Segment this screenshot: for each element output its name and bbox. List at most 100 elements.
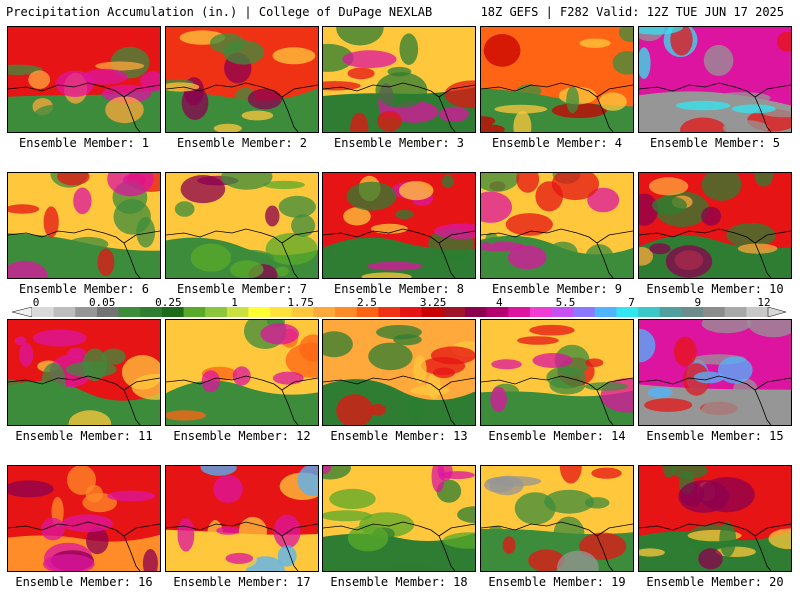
colorbar-swatch	[270, 307, 293, 317]
map-title: Precipitation Accumulation (in.) | Colle…	[6, 5, 433, 19]
colorbar-min-arrow	[11, 307, 33, 317]
colorbar-swatch	[573, 307, 596, 317]
precip-field-map	[323, 27, 475, 132]
ensemble-map-panel	[322, 26, 476, 133]
ensemble-map-panel	[638, 172, 792, 279]
ensemble-member-label: Ensemble Member: 1	[18, 136, 150, 150]
colorbar-swatch	[529, 307, 553, 317]
colorbar-swatch	[313, 307, 336, 317]
ensemble-member-label: Ensemble Member: 7	[176, 282, 308, 296]
ensemble-member-label: Ensemble Member: 12	[173, 429, 311, 443]
precip-field-map	[639, 320, 791, 425]
ensemble-map-panel	[322, 465, 476, 572]
precip-field-map	[166, 173, 318, 278]
colorbar-tick-label: 7	[628, 296, 635, 309]
colorbar-swatch	[594, 307, 617, 317]
colorbar-swatch	[443, 307, 466, 317]
precip-field-map	[639, 173, 791, 278]
colorbar-swatch	[703, 307, 726, 317]
ensemble-member-label: Ensemble Member: 15	[646, 429, 784, 443]
precip-field-map	[481, 320, 633, 425]
colorbar-tick-label: 0.25	[155, 296, 182, 309]
colorbar-swatch	[75, 307, 98, 317]
precip-field-map	[166, 27, 318, 132]
ensemble-map-panel	[638, 26, 792, 133]
ensemble-member-label: Ensemble Member: 4	[491, 136, 623, 150]
precip-field-map	[639, 466, 791, 571]
precip-field-map	[639, 27, 791, 132]
colorbar-swatch	[183, 307, 206, 317]
precip-field-map	[481, 27, 633, 132]
colorbar-tick-label: 9	[694, 296, 702, 309]
ensemble-map-panel	[638, 319, 792, 426]
precip-field-map	[481, 173, 633, 278]
colorbar-swatch	[464, 307, 488, 317]
ensemble-map-panel	[165, 26, 319, 133]
ensemble-map-panel	[480, 172, 634, 279]
ensemble-member-label: Ensemble Member: 5	[649, 136, 781, 150]
colorbar-tick-label: 12	[757, 296, 771, 309]
colorbar-swatch	[32, 307, 55, 317]
ensemble-map-panel	[165, 172, 319, 279]
model-run-info: 18Z GEFS | F282 Valid: 12Z TUE JUN 17 20…	[480, 5, 784, 19]
ensemble-map-panel	[7, 465, 161, 572]
ensemble-map-panel	[638, 465, 792, 572]
ensemble-member-label: Ensemble Member: 17	[173, 575, 311, 589]
colorbar-tick-label: 0.05	[88, 296, 116, 309]
colorbar-swatch	[248, 307, 271, 317]
colorbar	[11, 307, 787, 317]
ensemble-member-label: Ensemble Member: 2	[176, 136, 308, 150]
colorbar-tick-label: 4	[495, 296, 503, 309]
precip-field-map	[8, 320, 160, 425]
ensemble-map-panel	[7, 319, 161, 426]
ensemble-member-label: Ensemble Member: 14	[488, 429, 626, 443]
ensemble-member-label: Ensemble Member: 20	[646, 575, 784, 589]
colorbar-swatch	[659, 307, 682, 317]
precip-field-map	[8, 466, 160, 571]
ensemble-map-panel	[165, 465, 319, 572]
precip-field-map	[323, 320, 475, 425]
colorbar-swatch	[140, 307, 163, 317]
ensemble-member-label: Ensemble Member: 19	[488, 575, 626, 589]
ensemble-map-panel	[7, 26, 161, 133]
colorbar-swatch	[400, 307, 423, 317]
ensemble-member-label: Ensemble Member: 11	[15, 429, 153, 443]
colorbar-swatch	[356, 307, 379, 317]
ensemble-map-panel	[322, 172, 476, 279]
precip-field-map	[323, 466, 475, 571]
ensemble-member-label: Ensemble Member: 18	[330, 575, 468, 589]
colorbar-swatch	[205, 307, 228, 317]
colorbar-tick-label: 1.75	[287, 296, 314, 309]
ensemble-member-label: Ensemble Member: 9	[491, 282, 623, 296]
colorbar-swatch	[724, 307, 747, 317]
ensemble-map-panel	[165, 319, 319, 426]
colorbar-swatch	[291, 307, 314, 317]
colorbar-tick-label: 2.5	[356, 296, 377, 309]
colorbar-swatch	[226, 307, 249, 317]
colorbar-swatch	[96, 307, 120, 317]
precip-field-map	[166, 466, 318, 571]
colorbar-swatch	[118, 307, 141, 317]
colorbar-legend: 0 0.05 0.25 1 1.75 2.5 3.25 4 5.5 7 9 12	[0, 296, 800, 318]
precip-field-map	[166, 320, 318, 425]
ensemble-map-panel	[480, 465, 634, 572]
colorbar-swatch	[746, 307, 769, 317]
colorbar-swatch	[681, 307, 704, 317]
colorbar-tick-label: 1	[231, 296, 238, 309]
colorbar-swatch	[551, 307, 574, 317]
colorbar-tick-label: 3.25	[419, 296, 447, 309]
colorbar-swatch	[378, 307, 401, 317]
colorbar-swatch	[486, 307, 509, 317]
ensemble-member-label: Ensemble Member: 3	[333, 136, 465, 150]
ensemble-map-panel	[322, 319, 476, 426]
colorbar-swatch	[616, 307, 639, 317]
colorbar-swatch	[335, 307, 358, 317]
ensemble-member-label: Ensemble Member: 8	[333, 282, 465, 296]
precip-field-map	[8, 173, 160, 278]
precip-field-map	[323, 173, 475, 278]
colorbar-max-arrow	[767, 307, 787, 317]
ensemble-member-label: Ensemble Member: 10	[646, 282, 784, 296]
precip-field-map	[481, 466, 633, 571]
colorbar-tick-label: 5.5	[555, 296, 576, 309]
ensemble-member-label: Ensemble Member: 16	[15, 575, 153, 589]
